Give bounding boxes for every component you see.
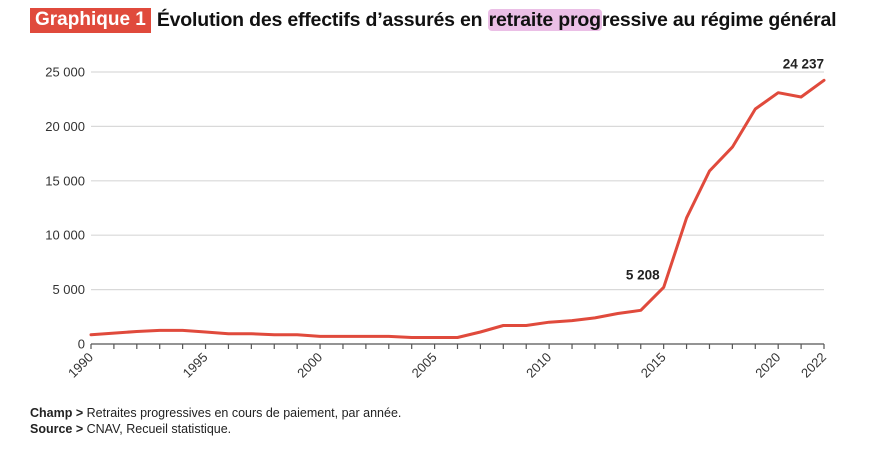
source-note: Source > CNAV, Recueil statistique. <box>30 421 401 437</box>
y-tick-label: 20 000 <box>45 119 85 134</box>
chart-notes: Champ > Retraites progressives en cours … <box>30 405 401 437</box>
title-part-1: Évolution des effectifs d’assurés en <box>156 9 488 31</box>
y-tick-label: 15 000 <box>45 173 85 188</box>
x-tick-label: 2000 <box>294 350 325 381</box>
x-tick-label: 1990 <box>65 350 96 381</box>
x-tick-label: 2010 <box>523 350 554 381</box>
champ-note: Champ > Retraites progressives en cours … <box>30 405 401 421</box>
x-tick-label: 2022 <box>798 350 829 381</box>
y-tick-label: 25 000 <box>45 65 85 80</box>
y-tick-label: 10 000 <box>45 228 85 243</box>
data-label: 24 237 <box>783 56 824 71</box>
title-part-2: ressive au régime général <box>601 9 837 31</box>
x-tick-label: 2005 <box>409 350 440 381</box>
data-label: 5 208 <box>626 267 660 282</box>
x-tick-label: 1995 <box>180 350 211 381</box>
y-tick-label: 0 <box>78 337 85 352</box>
champ-label: Champ > <box>30 406 84 420</box>
x-axis: 1990 1995 2000 2005 2010 2015 2020 2022 <box>65 343 829 381</box>
y-tick-label: 5 000 <box>52 282 85 297</box>
source-text: CNAV, Recueil statistique. <box>83 422 232 436</box>
chart-title-row: Graphique 1 Évolution des effectifs d’as… <box>30 8 837 33</box>
chart-title: Évolution des effectifs d’assurés en ret… <box>157 9 837 32</box>
series-line <box>89 78 826 339</box>
champ-text: Retraites progressives en cours de paiem… <box>83 406 402 420</box>
source-label: Source > <box>30 422 84 436</box>
annotations: 5 208 24 237 <box>626 56 824 282</box>
x-tick-label: 2020 <box>752 350 783 381</box>
title-highlight: retraite prog <box>487 9 602 31</box>
y-axis: 0 5 000 10 000 15 000 20 000 25 000 <box>45 65 85 352</box>
series <box>89 78 826 339</box>
x-tick-label: 2015 <box>638 350 669 381</box>
figure-badge: Graphique 1 <box>30 8 151 33</box>
line-chart: 0 5 000 10 000 15 000 20 000 25 000 1990 1995 2… <box>45 56 829 381</box>
gridlines <box>91 71 824 291</box>
